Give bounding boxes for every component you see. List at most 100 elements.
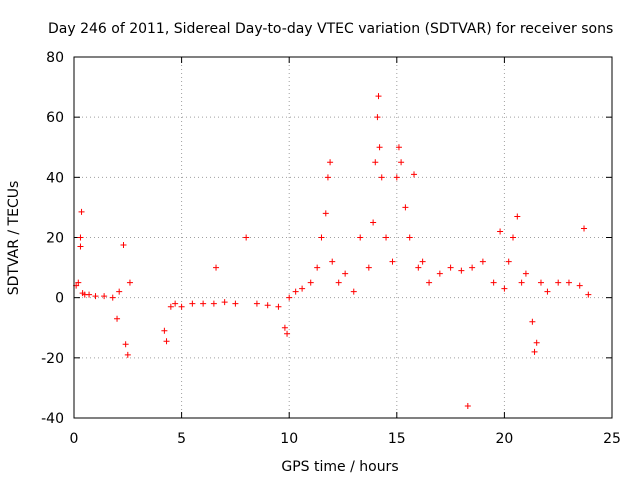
data-point bbox=[398, 159, 405, 166]
data-point bbox=[376, 144, 383, 151]
data-point bbox=[189, 300, 196, 307]
y-tick-label: 40 bbox=[46, 170, 64, 186]
data-point bbox=[576, 282, 583, 289]
data-point bbox=[501, 285, 508, 292]
data-point bbox=[172, 300, 179, 307]
data-point bbox=[522, 270, 529, 277]
data-point bbox=[469, 264, 476, 271]
data-point bbox=[284, 330, 291, 337]
x-tick-label: 10 bbox=[280, 431, 298, 447]
data-point bbox=[120, 242, 127, 249]
data-point bbox=[232, 300, 239, 307]
data-point bbox=[514, 213, 521, 220]
data-point bbox=[342, 270, 349, 277]
data-point bbox=[314, 264, 321, 271]
data-point bbox=[286, 294, 293, 301]
data-point bbox=[210, 300, 217, 307]
data-point bbox=[126, 279, 133, 286]
data-point bbox=[375, 93, 382, 100]
data-point bbox=[253, 300, 260, 307]
y-tick-label: 0 bbox=[55, 291, 64, 307]
data-point bbox=[415, 264, 422, 271]
data-point bbox=[510, 234, 517, 241]
data-point bbox=[243, 234, 250, 241]
data-point bbox=[329, 258, 336, 265]
data-point bbox=[178, 303, 185, 310]
data-point bbox=[436, 270, 443, 277]
data-point bbox=[497, 228, 504, 235]
data-point bbox=[221, 299, 228, 306]
plot-frame bbox=[73, 56, 613, 419]
data-point bbox=[163, 338, 170, 345]
data-point bbox=[161, 327, 168, 334]
data-point bbox=[335, 279, 342, 286]
data-point bbox=[531, 348, 538, 355]
data-point bbox=[581, 225, 588, 232]
data-point bbox=[378, 174, 385, 181]
data-point bbox=[537, 279, 544, 286]
data-point bbox=[292, 288, 299, 295]
x-tick-label: 15 bbox=[388, 431, 406, 447]
data-point bbox=[318, 234, 325, 241]
data-point bbox=[555, 279, 562, 286]
data-point bbox=[75, 279, 82, 286]
data-point bbox=[275, 303, 282, 310]
y-tick-label: 20 bbox=[46, 231, 64, 247]
data-point bbox=[518, 279, 525, 286]
data-point bbox=[307, 279, 314, 286]
data-point bbox=[327, 159, 334, 166]
data-point bbox=[447, 264, 454, 271]
data-point bbox=[544, 288, 551, 295]
data-point bbox=[565, 279, 572, 286]
x-tick-label: 5 bbox=[177, 431, 186, 447]
data-point bbox=[324, 174, 331, 181]
data-point bbox=[402, 204, 409, 211]
y-axis-label: SDTVAR / TECUs bbox=[6, 181, 22, 296]
data-point bbox=[479, 258, 486, 265]
y-tick-label: -40 bbox=[41, 411, 64, 427]
data-point bbox=[533, 339, 540, 346]
data-point bbox=[374, 114, 381, 121]
data-point bbox=[124, 351, 131, 358]
data-point bbox=[383, 234, 390, 241]
data-point bbox=[109, 294, 116, 301]
data-point bbox=[213, 264, 220, 271]
data-point bbox=[77, 243, 84, 250]
grid bbox=[74, 57, 612, 418]
data-point bbox=[281, 324, 288, 331]
x-tick-label: 25 bbox=[603, 431, 621, 447]
x-tick-label: 20 bbox=[495, 431, 513, 447]
data-point bbox=[322, 210, 329, 217]
chart-title: Day 246 of 2011, Sidereal Day-to-day VTE… bbox=[48, 21, 613, 37]
data-point bbox=[411, 171, 418, 178]
y-tick-label: 60 bbox=[46, 110, 64, 126]
data-point bbox=[92, 293, 99, 300]
data-point bbox=[406, 234, 413, 241]
data-point bbox=[529, 318, 536, 325]
data-point bbox=[357, 234, 364, 241]
data-point bbox=[167, 303, 174, 310]
data-point bbox=[426, 279, 433, 286]
data-point bbox=[365, 264, 372, 271]
x-axis-label: GPS time / hours bbox=[281, 459, 398, 475]
y-tick-label: 80 bbox=[46, 50, 64, 66]
data-point bbox=[372, 159, 379, 166]
data-point bbox=[264, 302, 271, 309]
data-point bbox=[505, 258, 512, 265]
data-point bbox=[419, 258, 426, 265]
x-tick-label: 0 bbox=[70, 431, 79, 447]
data-point bbox=[77, 234, 84, 241]
data-point bbox=[464, 402, 471, 409]
data-point bbox=[200, 300, 207, 307]
y-tick-label: -20 bbox=[41, 351, 64, 367]
data-point bbox=[114, 315, 121, 322]
data-point bbox=[86, 291, 93, 298]
data-point bbox=[395, 144, 402, 151]
data-point bbox=[116, 288, 123, 295]
data-point bbox=[389, 258, 396, 265]
axis-ticks: 0 5 10 15 20 25 -40 -20 0 20 40 60 80 bbox=[41, 50, 621, 447]
data-point bbox=[370, 219, 377, 226]
data-point bbox=[299, 285, 306, 292]
data-point bbox=[350, 288, 357, 295]
